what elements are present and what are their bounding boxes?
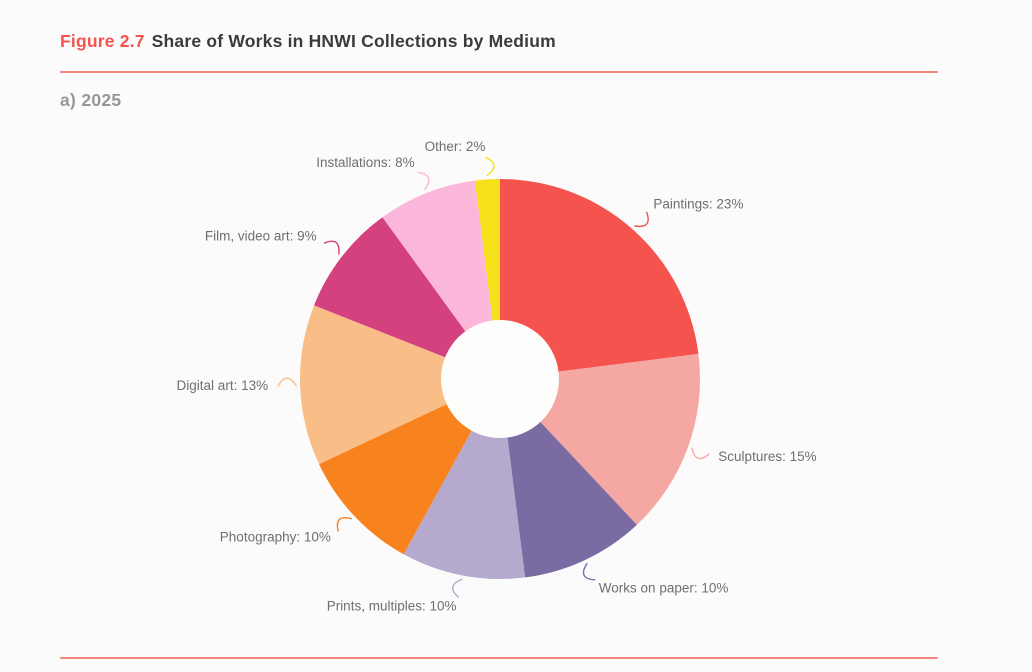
panel-subtitle: a) 2025 [60, 90, 122, 110]
leader-line-prints-multiples [452, 578, 463, 598]
figure-title-text: Share of Works in HNWI Collections by Me… [151, 31, 556, 51]
header-rule [60, 71, 938, 73]
donut-slice-works-on-paper [500, 379, 637, 578]
slice-label-sculptures: Sculptures: 15% [718, 449, 816, 464]
slice-label-works-on-paper: Works on paper: 10% [599, 580, 729, 595]
slice-label-film-video-art: Film, video art: 9% [205, 228, 317, 243]
slice-label-digital-art: Digital art: 13% [177, 378, 269, 393]
leader-line-sculptures [691, 447, 710, 460]
donut-slice-paintings [500, 179, 699, 379]
figure-number: Figure 2.7 [60, 31, 145, 51]
leader-line-film-video-art [323, 240, 340, 255]
figure-header: Figure 2.7 Share of Works in HNWI Collect… [60, 31, 556, 52]
slice-label-prints-multiples: Prints, multiples: 10% [327, 598, 457, 613]
leader-line-photography [336, 517, 352, 532]
leader-line-paintings [634, 211, 649, 228]
slice-label-other: Other: 2% [425, 139, 486, 154]
slice-label-installations: Installations: 8% [316, 155, 414, 170]
donut-hole [441, 320, 559, 438]
leader-line-digital-art [277, 377, 297, 387]
donut-slice-film-video-art [314, 217, 500, 379]
donut-slice-digital-art [299, 305, 500, 465]
slice-label-paintings: Paintings: 23% [653, 197, 743, 212]
leader-line-installations [417, 171, 430, 191]
slice-label-photography: Photography: 10% [220, 529, 331, 544]
figure-title: Figure 2.7 Share of Works in HNWI Collect… [60, 31, 556, 51]
donut-slice-photography [319, 379, 500, 555]
leader-line-works-on-paper [582, 562, 596, 581]
footer-rule [60, 657, 938, 659]
leader-line-other [485, 156, 495, 177]
